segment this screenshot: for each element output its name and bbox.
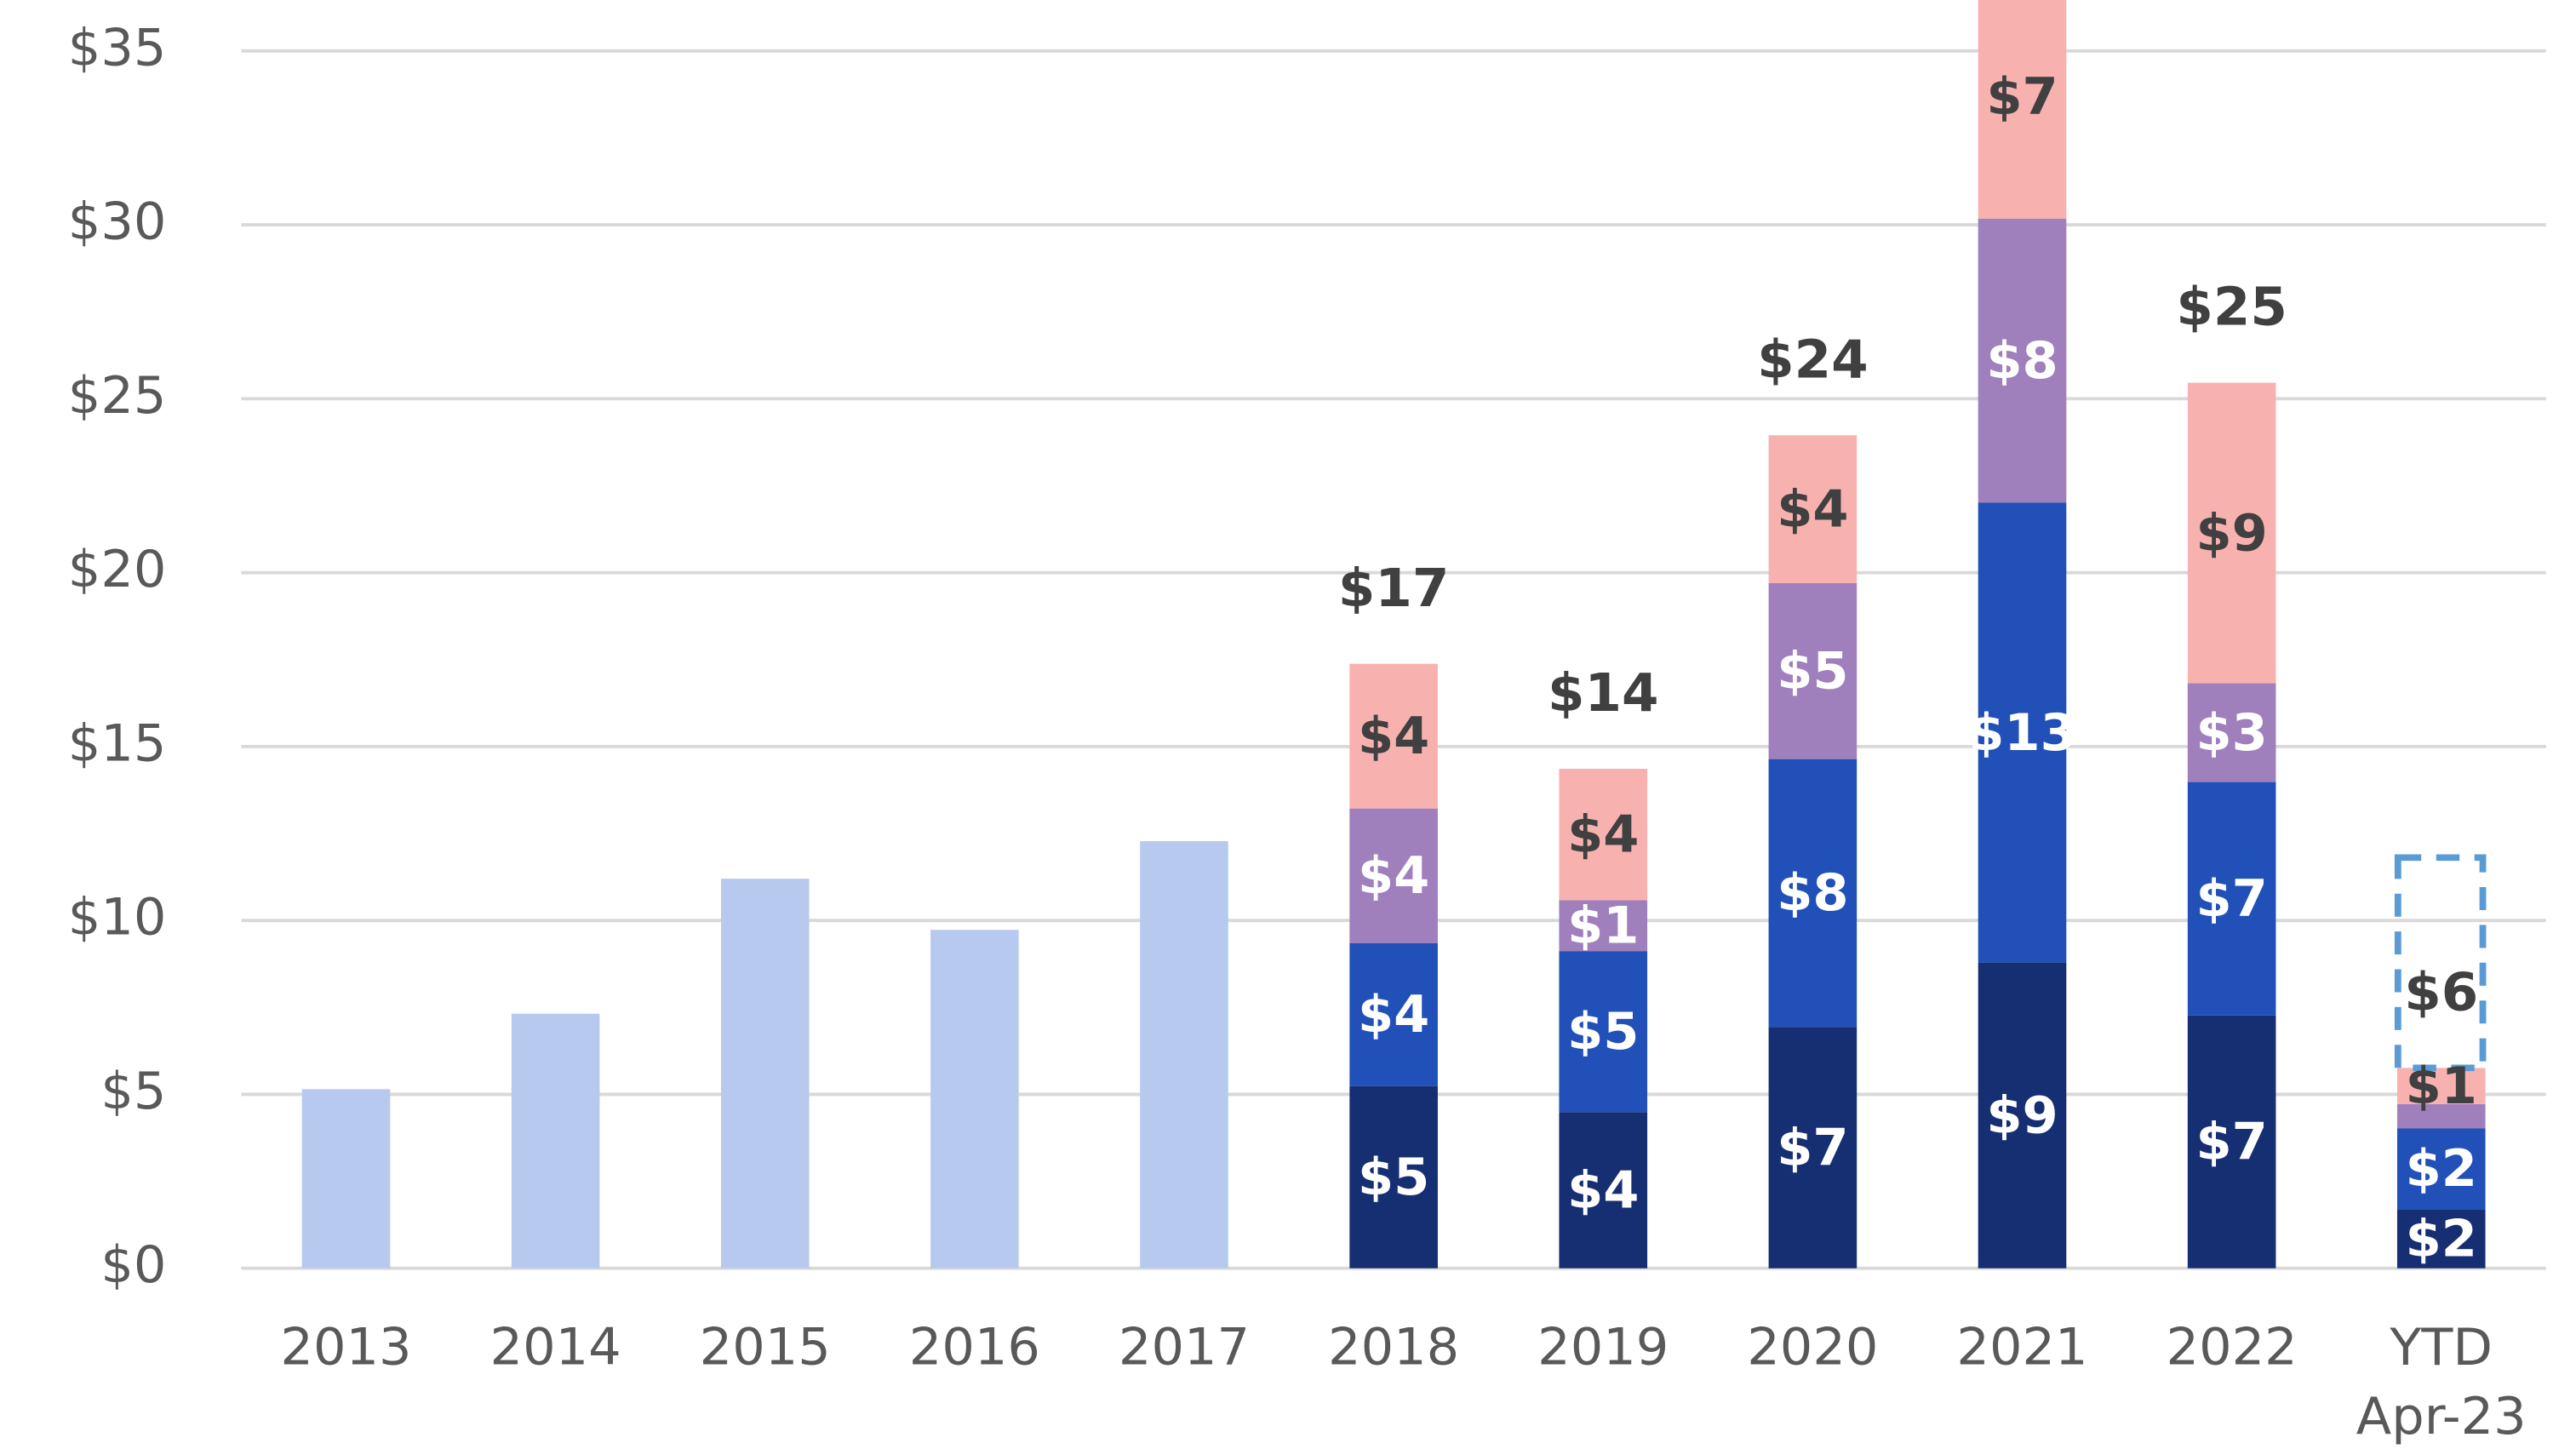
y-tick-label: $10 xyxy=(68,888,167,948)
x-tick-label: 2017 xyxy=(1119,1318,1250,1377)
bar-segment xyxy=(1768,582,1858,759)
bar-segment xyxy=(1559,951,1648,1113)
bar-segment xyxy=(1978,502,2067,963)
data-label: $5 xyxy=(1567,1002,1639,1062)
data-label: $8 xyxy=(1777,864,1848,924)
data-label: $4 xyxy=(1777,480,1848,540)
bar-segment xyxy=(1140,841,1228,1269)
bar-segment xyxy=(2187,1015,2276,1269)
y-tick-label: $20 xyxy=(68,540,167,599)
bar-segment xyxy=(2396,1103,2486,1129)
projection-box xyxy=(2394,854,2487,1072)
data-label: $4 xyxy=(1358,846,1429,906)
total-label: $24 xyxy=(1757,329,1869,391)
bar-segment xyxy=(511,1013,600,1269)
data-label: $2 xyxy=(2406,1140,2477,1200)
data-label: $8 xyxy=(1986,331,2058,391)
data-label: $4 xyxy=(1567,805,1639,865)
bar-segment xyxy=(1349,663,1438,809)
bar-segment xyxy=(1768,759,1858,1028)
bar-segment xyxy=(2187,382,2276,684)
total-label: $17 xyxy=(1338,557,1450,619)
x-tick-label: 2022 xyxy=(2167,1318,2298,1377)
y-tick-label: $0 xyxy=(100,1236,166,1296)
bar-segment xyxy=(1349,942,1438,1086)
data-label: $9 xyxy=(2195,504,2267,564)
data-label: $13 xyxy=(1968,703,2075,763)
data-label: $7 xyxy=(2195,1113,2267,1172)
y-tick-label: $25 xyxy=(68,366,167,426)
bar-segment xyxy=(1768,1027,1858,1269)
y-tick-label: $5 xyxy=(100,1062,166,1121)
bar-segment xyxy=(301,1089,391,1269)
x-tick-label: 2019 xyxy=(1537,1318,1669,1377)
bar-segment xyxy=(1768,435,1858,583)
data-label: $1 xyxy=(1567,896,1639,956)
y-tick-label: $30 xyxy=(68,192,167,252)
total-label: $25 xyxy=(2176,276,2287,338)
data-label: $4 xyxy=(1358,985,1429,1045)
bar-segment xyxy=(1978,962,2067,1269)
bar-segment xyxy=(1978,218,2067,503)
data-label: $2 xyxy=(2406,1210,2477,1269)
bar-segment xyxy=(930,930,1019,1269)
y-tick-label: $35 xyxy=(68,19,167,78)
bar-segment xyxy=(2396,1209,2486,1269)
bar-segment xyxy=(1349,808,1438,943)
bar-segment xyxy=(1559,769,1648,901)
bar-segment xyxy=(2396,1128,2486,1210)
bar-segment xyxy=(2396,1068,2486,1104)
data-label: $9 xyxy=(1986,1086,2058,1146)
bars xyxy=(301,0,2486,1269)
x-tick-label: YTD Apr-23 xyxy=(2356,1318,2527,1446)
bar-segment xyxy=(1559,900,1648,952)
total-label: $14 xyxy=(1548,662,1659,724)
data-label: $5 xyxy=(1777,642,1848,702)
bar-segment xyxy=(1559,1112,1648,1269)
x-tick-label: 2013 xyxy=(280,1318,411,1377)
bar-segment xyxy=(1978,0,2067,219)
x-tick-label: 2021 xyxy=(1956,1318,2087,1377)
x-tick-label: 2014 xyxy=(490,1318,621,1377)
data-label: $7 xyxy=(1777,1119,1848,1178)
data-label: $7 xyxy=(1986,67,2058,127)
data-label: $3 xyxy=(2195,703,2267,763)
total-label: $6 xyxy=(2404,961,2478,1023)
data-label: $5 xyxy=(1358,1148,1429,1207)
x-tick-label: 2020 xyxy=(1747,1318,1878,1377)
bar-segment xyxy=(1349,1085,1438,1269)
data-label: $1 xyxy=(2406,1057,2477,1116)
x-tick-label: 2015 xyxy=(700,1318,831,1377)
data-label: $4 xyxy=(1358,707,1429,766)
bar-segment xyxy=(720,879,810,1269)
y-tick-label: $15 xyxy=(68,714,167,774)
data-label: $7 xyxy=(2195,869,2267,929)
x-tick-label: 2016 xyxy=(909,1318,1040,1377)
x-tick-label: 2018 xyxy=(1328,1318,1459,1377)
bar-segment xyxy=(2187,683,2276,782)
data-label: $4 xyxy=(1567,1161,1639,1221)
bar-segment xyxy=(2187,782,2276,1016)
labels: $0 $5 $10 $15 $20 $25 $30 $35 2013 2014 2015 2016 20… xyxy=(68,19,2527,1446)
